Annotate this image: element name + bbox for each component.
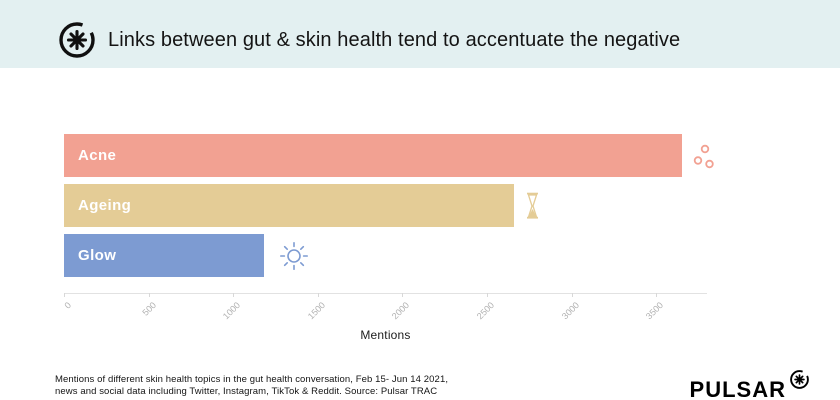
bar-ageing: Ageing xyxy=(64,184,514,227)
tick-label: 0 xyxy=(62,300,74,311)
tick-label: 1000 xyxy=(221,300,243,322)
bar-label: Acne xyxy=(78,147,117,164)
tick-mark xyxy=(64,293,65,297)
bar-row: Glow xyxy=(64,234,718,277)
pulsar-asterisk-icon xyxy=(59,22,95,58)
caption-line-2: news and social data including Twitter, … xyxy=(55,385,438,397)
tick-mark xyxy=(402,293,404,297)
tick-label: 3500 xyxy=(644,300,666,322)
tick-label: 500 xyxy=(139,300,158,318)
hourglass-icon xyxy=(524,192,541,220)
bar-chart: Acne Ageing Glow xyxy=(64,134,718,284)
tick-label: 2500 xyxy=(474,300,497,322)
pulsar-asterisk-icon xyxy=(790,370,809,389)
page-title: Links between gut & skin health tend to … xyxy=(108,28,681,51)
bar-label: Glow xyxy=(78,247,117,264)
acne-spots-icon xyxy=(692,141,718,171)
caption-line-1: Mentions of different skin health topics… xyxy=(55,374,449,385)
x-axis-line xyxy=(64,293,707,294)
pulsar-logo: PULSAR xyxy=(690,369,810,400)
bar-label: Ageing xyxy=(78,197,132,214)
tick-label: 3000 xyxy=(559,300,581,322)
tick-label: 1500 xyxy=(305,300,327,322)
tick-mark xyxy=(487,293,489,297)
sun-icon xyxy=(278,240,310,272)
bar-acne: Acne xyxy=(64,134,682,177)
tick-mark xyxy=(656,293,658,297)
tick-mark xyxy=(233,293,235,297)
chart-caption: Mentions of different skin health topics… xyxy=(55,374,448,397)
tick-label: 2000 xyxy=(390,300,412,322)
tick-mark xyxy=(148,293,150,297)
pulsar-wordmark: PULSAR xyxy=(689,377,786,400)
header: Links between gut & skin health tend to … xyxy=(0,0,840,68)
bar-row: Acne xyxy=(64,134,718,177)
bar-glow: Glow xyxy=(64,234,264,277)
bar-row: Ageing xyxy=(64,184,718,227)
x-axis-label: Mentions xyxy=(360,328,411,342)
tick-mark xyxy=(571,293,573,297)
tick-mark xyxy=(317,293,319,297)
